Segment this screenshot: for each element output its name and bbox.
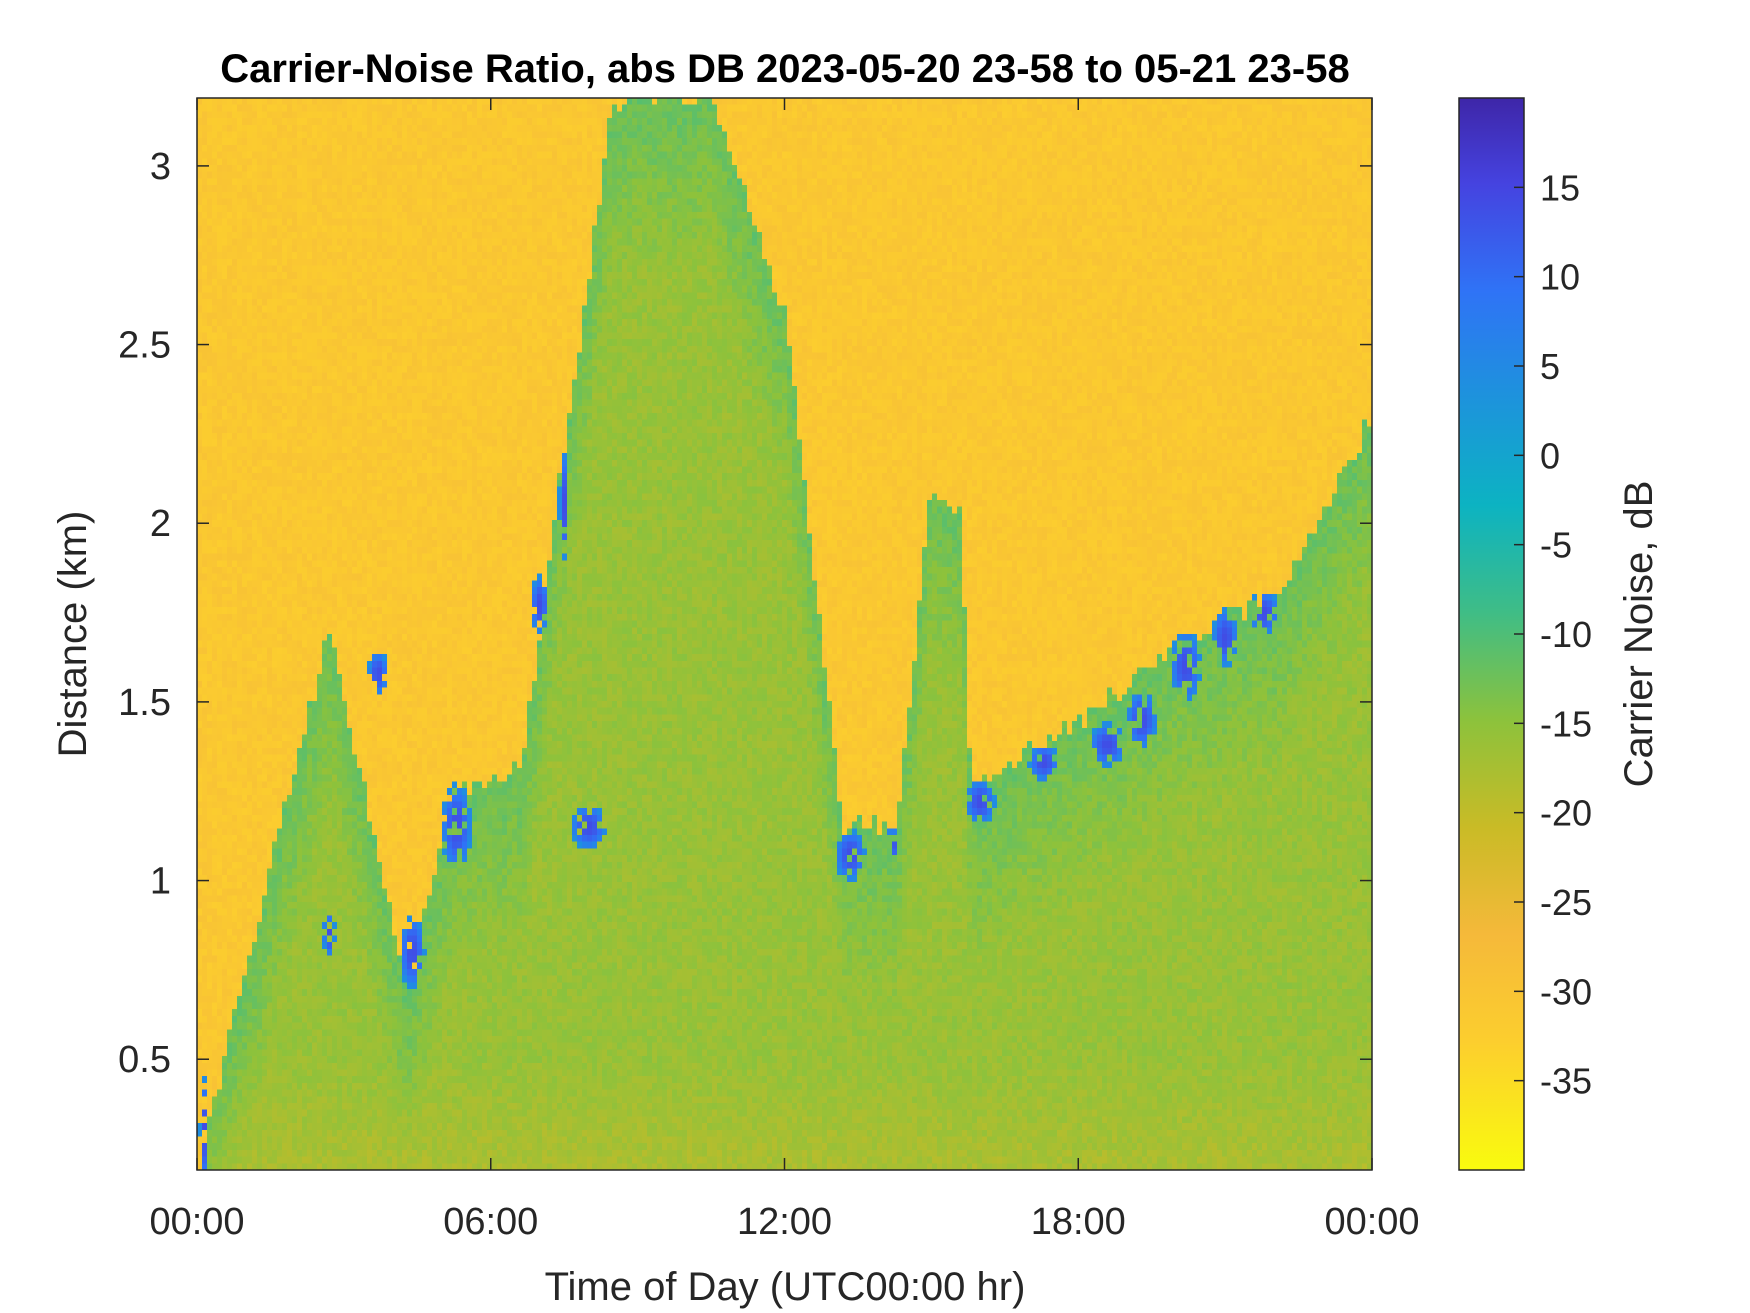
chart-title: Carrier-Noise Ratio, abs DB 2023-05-20 2… — [220, 47, 1349, 91]
colorbar-tick-label: -35 — [1540, 1061, 1592, 1102]
heatmap-plot-area — [197, 98, 1372, 1170]
y-tick-label: 2.5 — [118, 325, 171, 367]
colorbar-tick-label: -15 — [1540, 703, 1592, 744]
x-tick-label: 00:00 — [149, 1201, 244, 1243]
x-axis-label: Time of Day (UTC00:00 hr) — [545, 1265, 1026, 1309]
colorbar-label: Carrier Noise, dB — [1617, 481, 1661, 788]
colorbar-tick-label: 10 — [1540, 257, 1580, 298]
y-axis: 0.5 1 1.5 2 2.5 3 — [118, 146, 1372, 1081]
y-tick-label: 2 — [150, 503, 171, 545]
heatmap-image — [197, 98, 1372, 1170]
colorbar-tick-label: -20 — [1540, 793, 1592, 834]
y-tick-label: 1.5 — [118, 682, 171, 724]
x-tick-label: 12:00 — [737, 1201, 832, 1243]
x-tick-label: 06:00 — [443, 1201, 538, 1243]
colorbar-tick-label: -10 — [1540, 614, 1592, 655]
y-tick-label: 0.5 — [118, 1039, 171, 1081]
colorbar-tick-label: 5 — [1540, 346, 1560, 387]
x-axis: 00:00 06:00 12:00 18:00 00:00 — [149, 98, 1420, 1243]
colorbar-tick-label: -5 — [1540, 525, 1572, 566]
y-axis-label: Distance (km) — [51, 511, 95, 758]
x-tick-label: 00:00 — [1324, 1201, 1419, 1243]
colorbar-tick-label: 0 — [1540, 435, 1560, 476]
colorbar-tick-label: -30 — [1540, 971, 1592, 1012]
colorbar-tick-label: 15 — [1540, 167, 1580, 208]
y-tick-label: 3 — [150, 146, 171, 188]
colorbar-ticks: 15 10 5 0 -5 -10 -15 -20 -25 -30 -35 — [1514, 167, 1592, 1102]
x-tick-label: 18:00 — [1031, 1201, 1126, 1243]
colorbar — [1458, 97, 1525, 1171]
colorbar-tick-label: -25 — [1540, 882, 1592, 923]
y-tick-label: 1 — [150, 861, 171, 903]
